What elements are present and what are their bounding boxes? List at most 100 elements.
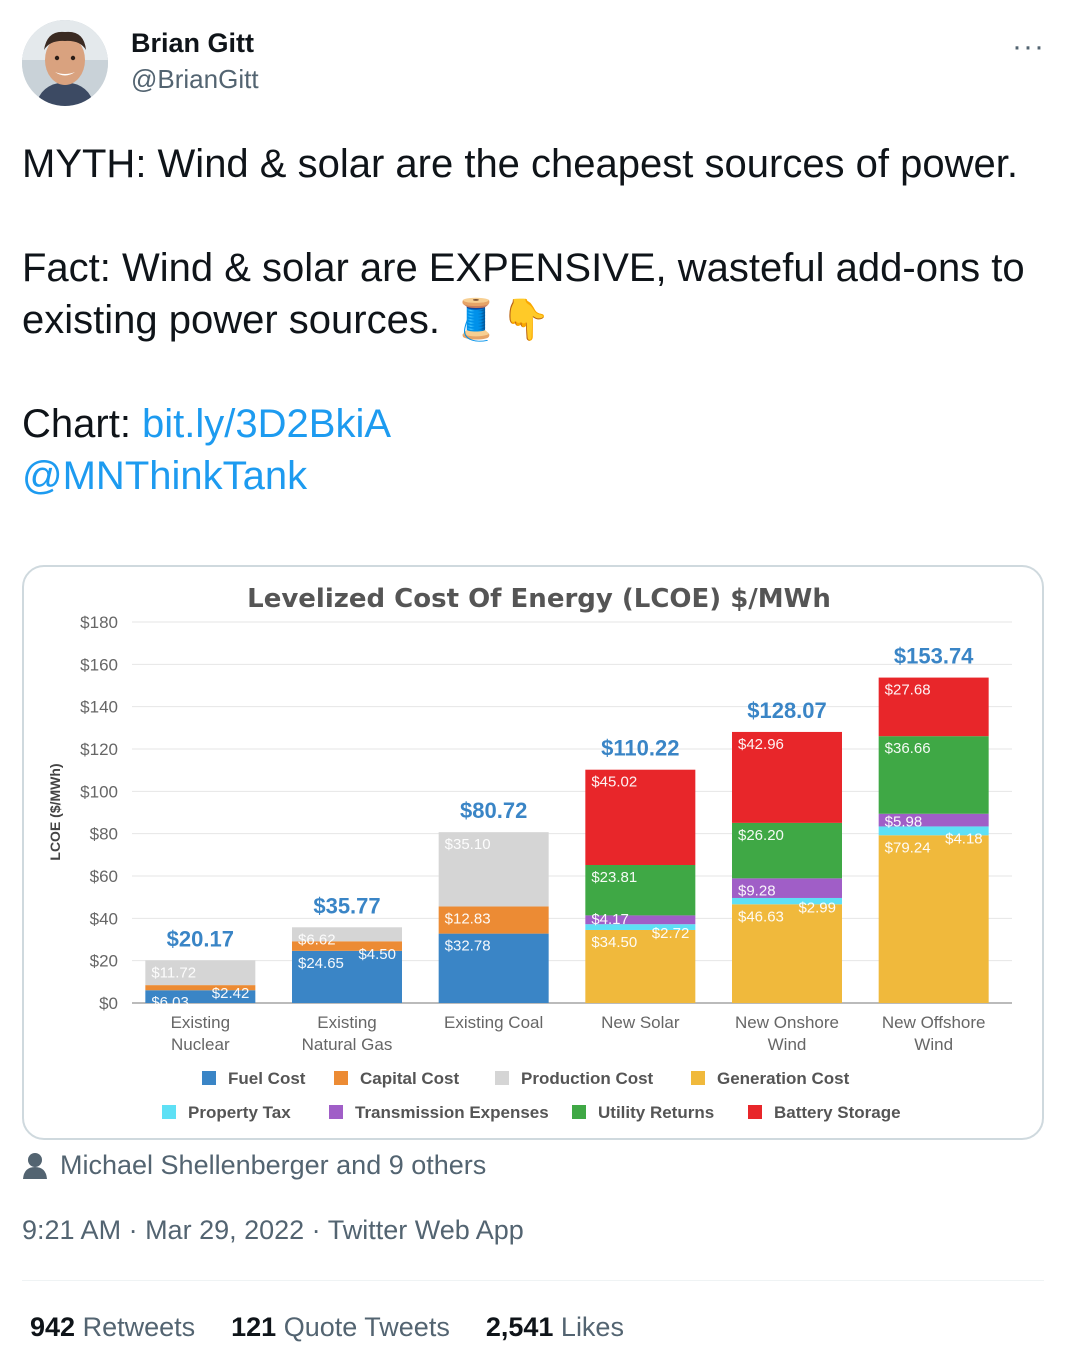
tweet-line-mention: @MNThinkTank (22, 450, 1042, 502)
bar-segment (438, 832, 549, 907)
segment-data-label: $4.17 (591, 911, 629, 928)
tweet-time[interactable]: 9:21 AM (22, 1215, 122, 1245)
segment-data-label: $2.99 (798, 899, 836, 916)
x-category-label: Nuclear (171, 1035, 230, 1054)
x-category-label: New Solar (601, 1013, 680, 1032)
quote-tweets-label: Quote Tweets (283, 1312, 450, 1342)
retweets-label: Retweets (82, 1312, 196, 1342)
bar-segment (438, 906, 549, 934)
author-avatar[interactable] (22, 20, 108, 106)
x-category-label: Existing (171, 1013, 231, 1032)
bar-segment (292, 941, 402, 951)
segment-data-label: $5.98 (885, 813, 923, 830)
segment-data-label: $12.83 (445, 910, 491, 927)
tweet-meta: 9:21 AM · Mar 29, 2022 · Twitter Web App (22, 1215, 524, 1246)
y-axis-label: LCOE ($/MWh) (47, 763, 63, 860)
segment-data-label: $27.68 (885, 682, 931, 699)
tweet-date[interactable]: Mar 29, 2022 (145, 1215, 305, 1245)
bar-segment (585, 864, 696, 916)
segment-data-label: $26.20 (738, 827, 784, 844)
segment-data-label: $36.66 (885, 740, 931, 757)
bar-total-label: $35.77 (313, 893, 380, 918)
y-tick-label: $20 (90, 952, 118, 971)
tweet-source[interactable]: Twitter Web App (327, 1215, 524, 1245)
legend-swatch (329, 1105, 343, 1119)
tweet-line-myth: MYTH: Wind & solar are the cheapest sour… (22, 142, 1018, 186)
liked-by-row[interactable]: Michael Shellenberger and 9 others (22, 1150, 486, 1181)
x-category-label: Existing (317, 1013, 377, 1032)
bar-segment (878, 826, 989, 836)
y-tick-label: $160 (80, 655, 118, 674)
likes-label: Likes (560, 1312, 624, 1342)
bar-segment (732, 731, 842, 823)
lcoe-chart: Levelized Cost Of Energy (LCOE) $/MWh LCO… (47, 584, 1012, 1122)
segment-data-label: $35.10 (445, 836, 491, 853)
bar-segment (878, 736, 989, 814)
person-icon (23, 1152, 47, 1179)
segment-data-label: $34.50 (591, 934, 637, 951)
liked-by-text: Michael Shellenberger and 9 others (60, 1150, 487, 1180)
legend-swatch (691, 1071, 705, 1085)
retweets-stat[interactable]: 942 Retweets (30, 1312, 195, 1343)
legend-label: Property Tax (188, 1103, 291, 1122)
y-tick-label: $60 (90, 867, 118, 886)
legend-swatch (334, 1071, 348, 1085)
legend-label: Generation Cost (717, 1069, 850, 1088)
segment-data-label: $45.02 (591, 774, 637, 791)
segment-data-label: $46.63 (738, 908, 784, 925)
bar-segment (585, 915, 696, 925)
mention-link[interactable]: @MNThinkTank (22, 454, 308, 498)
segment-data-label: $23.81 (591, 869, 637, 886)
bar-total-label: $128.07 (747, 698, 827, 723)
bar-segment (292, 950, 402, 1003)
chart-image[interactable]: Levelized Cost Of Energy (LCOE) $/MWh LCO… (22, 565, 1044, 1140)
x-category-label: Wind (768, 1035, 807, 1054)
quote-tweets-stat[interactable]: 121 Quote Tweets (231, 1312, 450, 1343)
legend-label: Production Cost (521, 1069, 654, 1088)
segment-data-label: $11.72 (151, 964, 196, 981)
segment-data-label: $24.65 (298, 955, 344, 972)
bar-total-label: $80.72 (460, 798, 527, 823)
bar-segment (732, 878, 842, 898)
meta-separator: · (121, 1215, 146, 1245)
more-options-icon[interactable]: ··· (1012, 30, 1045, 63)
x-category-label: Natural Gas (302, 1035, 393, 1054)
bar-segment (585, 924, 696, 930)
bar-segment (878, 813, 989, 827)
tweet-line-chart: Chart: bit.ly/3D2BkiA (22, 398, 1042, 450)
segment-data-label: $4.18 (945, 830, 983, 847)
y-tick-label: $40 (90, 909, 118, 928)
segment-data-label: $4.50 (358, 946, 396, 963)
tweet-text: MYTH: Wind & solar are the cheapest sour… (22, 138, 1042, 502)
author-handle[interactable]: @BrianGitt (131, 64, 259, 94)
bar-segment (585, 929, 696, 1003)
engagement-stats: 942 Retweets 121 Quote Tweets 2,541 Like… (30, 1312, 624, 1343)
x-category-label: New Offshore (882, 1013, 986, 1032)
y-tick-label: $0 (99, 994, 118, 1013)
segment-data-label: $42.96 (738, 736, 784, 753)
bar-segment (145, 990, 256, 1003)
x-category-label: Existing Coal (444, 1013, 543, 1032)
chart-link[interactable]: bit.ly/3D2BkiA (142, 402, 392, 446)
x-category-label: New Onshore (735, 1013, 839, 1032)
x-category-label: Wind (914, 1035, 953, 1054)
legend-swatch (495, 1071, 509, 1085)
segment-data-label: $9.28 (738, 882, 776, 899)
bar-total-label: $110.22 (601, 736, 679, 761)
legend-swatch (748, 1105, 762, 1119)
likes-stat[interactable]: 2,541 Likes (486, 1312, 624, 1343)
quote-tweets-count: 121 (231, 1312, 277, 1342)
bar-segment (878, 677, 989, 737)
bar-segment (438, 933, 549, 1003)
divider (22, 1280, 1044, 1281)
avatar-photo (22, 20, 108, 106)
legend-label: Transmission Expenses (355, 1103, 549, 1122)
bar-segment (732, 897, 842, 905)
bar-segment (145, 985, 256, 991)
bar-segment (878, 835, 989, 1003)
y-tick-label: $180 (80, 613, 118, 632)
author-name[interactable]: Brian Gitt (131, 28, 255, 58)
retweets-count: 942 (30, 1312, 76, 1342)
bar-segment (292, 927, 402, 942)
segment-data-label: $6.03 (151, 994, 189, 1011)
